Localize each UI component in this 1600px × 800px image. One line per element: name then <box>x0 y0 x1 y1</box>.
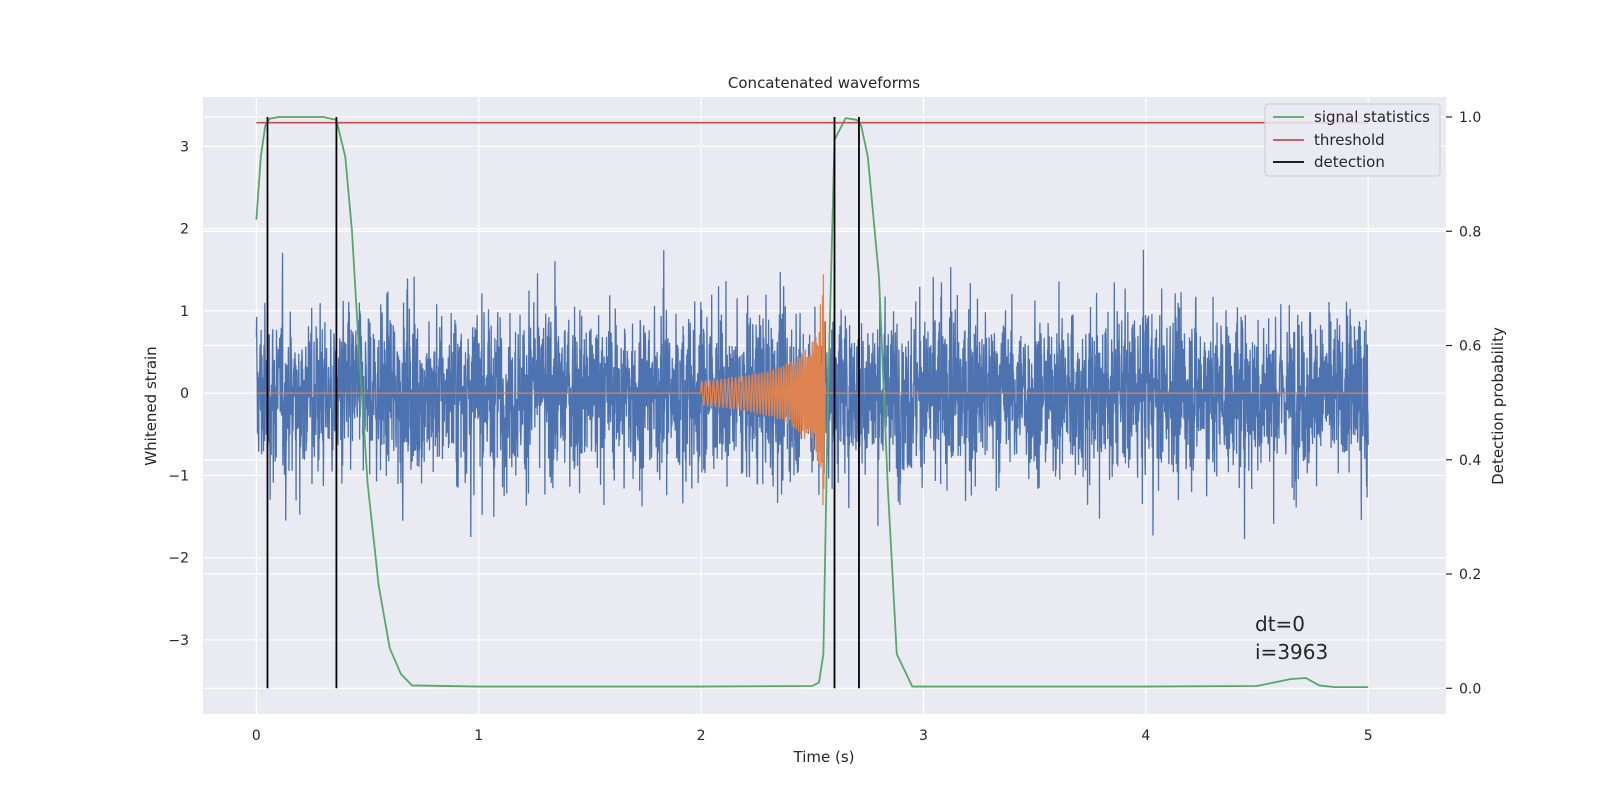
y-tick-label: 0 <box>180 386 189 402</box>
right-tick-label: 0.8 <box>1459 224 1481 240</box>
signal-statistics-series <box>255 116 1369 689</box>
x-axis-label: Time (s) <box>793 748 855 766</box>
right-axis-ticks: 0.0 0.2 0.4 0.6 0.8 1.0 <box>1446 110 1481 697</box>
template-line <box>256 274 1369 506</box>
right-tick-label: 0.6 <box>1459 339 1481 355</box>
y-tick-label: 1 <box>180 304 189 320</box>
x-axis-ticks: 0 1 2 3 4 5 <box>252 728 1373 744</box>
signal-statistics-line <box>255 116 1369 689</box>
x-tick-label: 5 <box>1364 728 1373 744</box>
chart-title: Concatenated waveforms <box>728 74 920 92</box>
y-tick-label: −2 <box>168 551 189 567</box>
legend-box <box>1264 103 1441 177</box>
y-tick-label: 3 <box>180 139 189 155</box>
right-tick-label: 0.2 <box>1459 567 1481 583</box>
right-tick-label: 0.4 <box>1459 453 1481 469</box>
legend-label-signal-statistics: signal statistics <box>1314 108 1430 126</box>
detection-series <box>266 116 860 689</box>
right-tick-label: 1.0 <box>1459 110 1481 126</box>
legend-label-detection: detection <box>1314 153 1385 171</box>
y-tick-label: −1 <box>168 468 189 484</box>
y-tick-label: −3 <box>168 633 189 649</box>
y-axis-label: Whitened strain <box>142 346 160 465</box>
y-axis-ticks: −3 −2 −1 0 1 2 3 <box>168 139 189 649</box>
y-tick-label: 2 <box>180 222 189 238</box>
x-tick-label: 2 <box>697 728 706 744</box>
x-tick-label: 4 <box>1141 728 1150 744</box>
legend-label-threshold: threshold <box>1314 131 1385 149</box>
right-tick-label: 0.0 <box>1459 681 1481 697</box>
x-tick-label: 3 <box>919 728 928 744</box>
x-tick-label: 1 <box>474 728 483 744</box>
template-series <box>256 274 1369 506</box>
legend: signal statistics threshold detection <box>1264 103 1441 177</box>
right-axis-label: Detection probability <box>1489 327 1507 485</box>
x-tick-label: 0 <box>252 728 261 744</box>
annotation-index: i=3963 <box>1255 640 1328 664</box>
annotation-dt: dt=0 <box>1255 612 1305 636</box>
